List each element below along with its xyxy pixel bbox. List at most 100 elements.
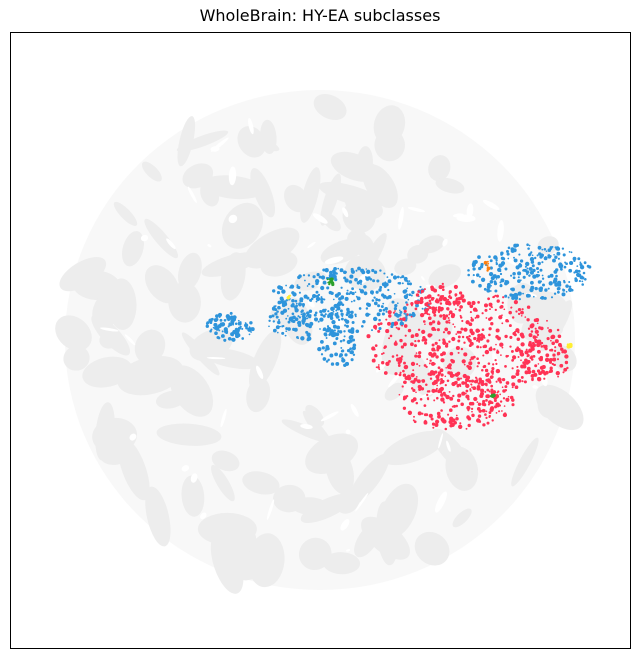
data-point	[504, 294, 508, 298]
data-point	[281, 331, 285, 335]
data-point	[522, 275, 526, 279]
background-gap	[312, 213, 328, 224]
data-point	[315, 296, 321, 302]
data-point	[487, 262, 490, 265]
data-point	[502, 296, 505, 299]
background-gap	[388, 372, 402, 388]
data-point	[351, 338, 356, 342]
data-point	[448, 419, 453, 425]
background-patch	[281, 419, 334, 444]
data-point	[455, 345, 460, 351]
data-point	[537, 245, 542, 250]
data-point	[529, 270, 534, 275]
data-point	[564, 360, 569, 365]
series-4	[286, 294, 573, 349]
data-point	[376, 312, 381, 317]
data-point	[327, 315, 330, 319]
data-point	[431, 361, 435, 366]
background-patch	[144, 218, 179, 259]
data-point	[550, 339, 552, 342]
data-point	[350, 270, 353, 273]
data-point	[322, 357, 327, 361]
data-point	[539, 268, 543, 272]
data-point	[461, 359, 466, 364]
data-point	[351, 291, 355, 296]
data-point	[490, 284, 492, 287]
background-patch	[414, 531, 450, 566]
data-point	[407, 298, 410, 301]
data-point	[220, 334, 225, 338]
data-point	[463, 341, 466, 344]
data-point	[301, 309, 304, 313]
data-point	[496, 299, 500, 303]
data-point	[490, 409, 494, 412]
data-point	[554, 346, 557, 349]
background-gap	[220, 408, 227, 428]
data-point	[388, 337, 391, 340]
data-point	[487, 297, 490, 301]
data-point	[360, 324, 364, 328]
data-point	[544, 370, 549, 375]
data-point	[421, 307, 424, 310]
data-point	[416, 363, 419, 366]
data-point	[401, 385, 404, 388]
background-gap	[345, 429, 351, 435]
data-point	[339, 268, 344, 273]
data-point	[511, 359, 514, 362]
data-point	[477, 382, 481, 385]
data-point	[475, 314, 480, 319]
data-point	[477, 361, 481, 365]
data-point	[340, 346, 343, 349]
data-point	[501, 301, 504, 304]
data-point	[469, 311, 472, 314]
data-point	[381, 293, 385, 297]
data-point	[500, 354, 502, 356]
data-point	[301, 303, 305, 307]
data-point	[549, 273, 554, 278]
data-point	[335, 361, 340, 366]
data-point	[335, 309, 338, 312]
data-point	[477, 301, 480, 304]
data-point	[485, 373, 489, 377]
data-point	[406, 303, 409, 306]
background-gap	[308, 300, 315, 308]
data-point	[326, 286, 330, 290]
data-point	[556, 353, 560, 356]
data-point	[292, 292, 297, 297]
data-point	[507, 257, 510, 260]
data-point	[507, 296, 510, 299]
data-point	[530, 280, 534, 285]
data-point	[436, 396, 439, 400]
data-point	[504, 365, 507, 368]
data-point	[347, 329, 352, 333]
data-point	[475, 380, 479, 384]
data-point	[340, 317, 344, 321]
data-point	[519, 352, 524, 356]
data-point	[487, 403, 490, 406]
background-patch	[177, 252, 202, 291]
data-point	[446, 298, 450, 301]
data-point	[295, 302, 298, 305]
data-point	[274, 312, 278, 316]
data-point	[553, 259, 556, 263]
data-point	[324, 333, 328, 337]
data-point	[513, 333, 517, 337]
background-patch	[92, 417, 138, 454]
data-point	[495, 256, 498, 260]
chart-title: WholeBrain: HY-EA subclasses	[199, 6, 441, 25]
data-point	[426, 390, 430, 393]
data-point	[316, 273, 320, 277]
data-point	[342, 338, 346, 342]
data-point	[412, 369, 415, 372]
data-point	[210, 318, 213, 321]
background-gap	[456, 214, 476, 223]
data-point	[372, 279, 376, 283]
data-point	[468, 361, 473, 366]
data-point	[360, 268, 365, 273]
data-point	[486, 266, 491, 271]
background-patch	[313, 94, 347, 120]
data-point	[504, 385, 508, 389]
background-patch	[394, 258, 417, 276]
data-point	[313, 317, 319, 322]
data-point	[384, 281, 387, 284]
